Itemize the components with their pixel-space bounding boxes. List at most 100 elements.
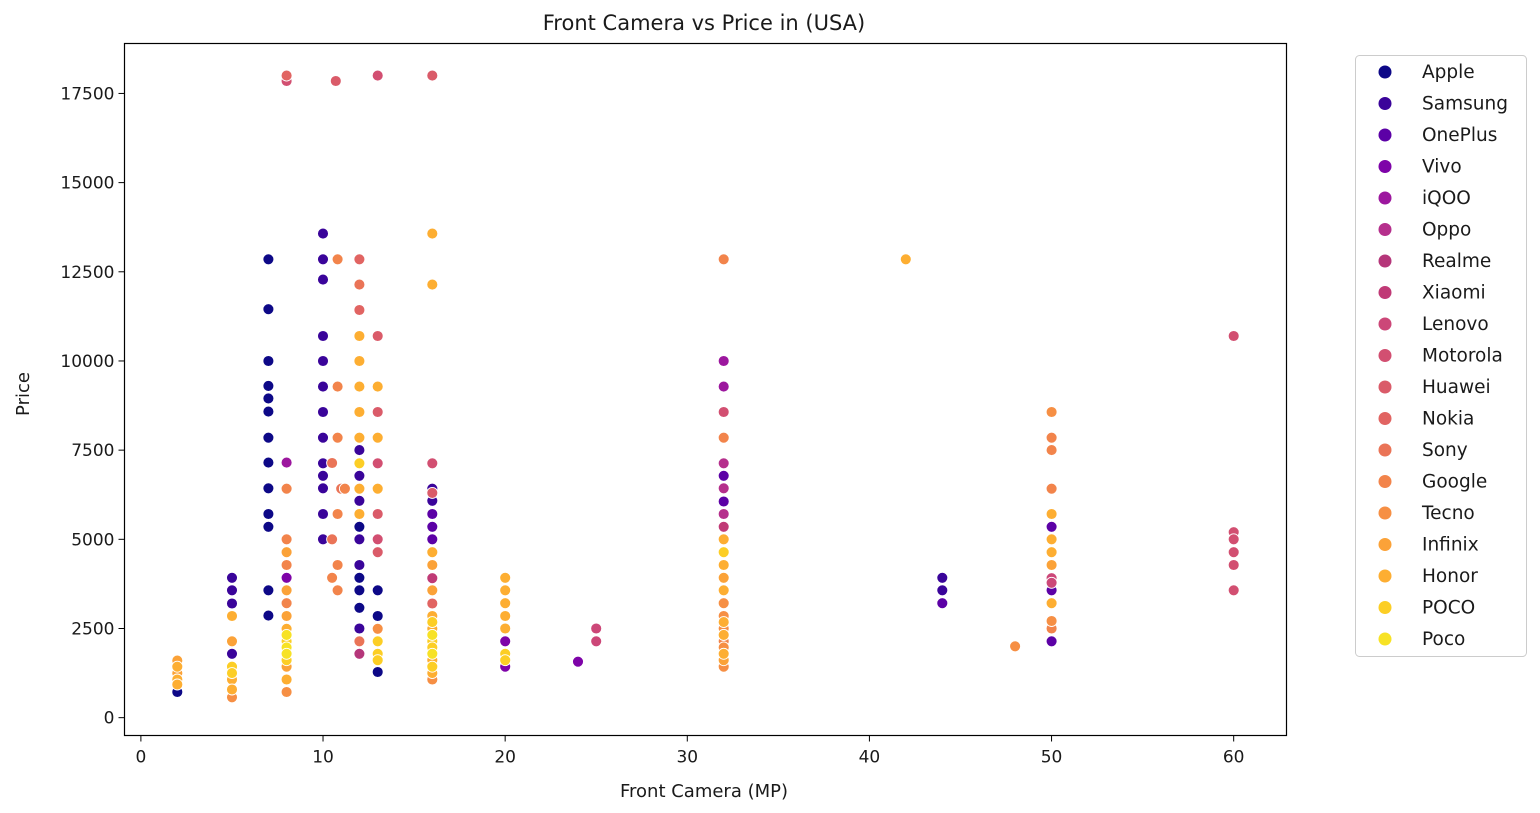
- x-tick-label: 50: [1041, 748, 1063, 768]
- legend-label: Apple: [1422, 62, 1475, 83]
- data-point-poco: [372, 655, 383, 666]
- data-point-honor: [372, 432, 383, 443]
- data-point-google: [281, 560, 292, 571]
- y-tick-label: 5000: [71, 530, 114, 550]
- data-point-samsung: [227, 585, 238, 596]
- data-point-huawei: [372, 407, 383, 418]
- y-axis-ticks: 0 2500 5000 7500 10000 12500 15000 17500: [60, 84, 124, 728]
- legend-marker: [1379, 412, 1392, 425]
- data-point-vivo: [500, 636, 511, 647]
- data-point-sony: [354, 279, 365, 290]
- data-point-samsung: [937, 572, 948, 583]
- data-point-honor: [500, 585, 511, 596]
- data-point-honor: [427, 228, 438, 239]
- data-point-infinix: [718, 572, 729, 583]
- legend-marker: [1379, 444, 1392, 457]
- data-points: [172, 70, 1239, 703]
- data-point-google: [718, 254, 729, 265]
- data-point-apple: [263, 406, 274, 417]
- legend-label: Xiaomi: [1422, 283, 1486, 304]
- data-point-nokia: [354, 305, 365, 316]
- data-point-tecno: [372, 623, 383, 634]
- data-point-xiaomi: [427, 573, 438, 584]
- data-point-honor: [500, 598, 511, 609]
- data-point-infinix: [281, 547, 292, 558]
- data-point-poco: [227, 668, 238, 679]
- y-tick-label: 12500: [60, 263, 114, 283]
- data-point-honor: [354, 356, 365, 367]
- legend-marker: [1379, 286, 1392, 299]
- data-point-apple: [263, 380, 274, 391]
- data-point-google: [332, 381, 343, 392]
- data-point-honor: [427, 279, 438, 290]
- data-point-apple: [263, 585, 274, 596]
- x-tick-label: 30: [676, 748, 698, 768]
- data-point-apple: [263, 356, 274, 367]
- y-tick-label: 0: [104, 709, 115, 729]
- data-point-poco: [500, 655, 511, 666]
- legend-label: Lenovo: [1422, 314, 1489, 335]
- legend-label: Motorola: [1422, 346, 1503, 367]
- legend-label: Vivo: [1422, 157, 1462, 178]
- data-point-motorola: [718, 407, 729, 418]
- data-point-samsung: [227, 572, 238, 583]
- legend-marker: [1379, 160, 1392, 173]
- legend-marker: [1379, 66, 1392, 79]
- data-point-apple: [263, 432, 274, 443]
- data-point-huawei: [330, 76, 341, 87]
- data-point-honor: [354, 407, 365, 418]
- legend-marker: [1379, 538, 1392, 551]
- x-tick-label: 40: [859, 748, 881, 768]
- data-point-google: [339, 483, 350, 494]
- data-point-tecno: [718, 598, 729, 609]
- data-point-infinix: [427, 560, 438, 571]
- data-point-apple: [263, 393, 274, 404]
- legend-marker: [1379, 318, 1392, 331]
- data-point-samsung: [354, 470, 365, 481]
- data-point-lenovo: [591, 636, 602, 647]
- data-point-apple: [263, 509, 274, 520]
- data-point-honor: [354, 509, 365, 520]
- legend-label: Poco: [1422, 629, 1465, 650]
- data-point-poco: [427, 617, 438, 628]
- legend-label: Nokia: [1422, 409, 1474, 430]
- legend-label: Google: [1422, 472, 1487, 493]
- data-point-lenovo: [591, 623, 602, 634]
- data-point-huawei: [372, 331, 383, 342]
- data-point-samsung: [318, 254, 329, 265]
- data-point-samsung: [318, 356, 329, 367]
- legend-marker: [1379, 97, 1392, 110]
- data-point-apple: [263, 521, 274, 532]
- data-point-google: [1046, 432, 1057, 443]
- data-point-google: [332, 560, 343, 571]
- data-point-samsung: [318, 470, 329, 481]
- legend-marker: [1379, 255, 1392, 268]
- legend-marker: [1379, 223, 1392, 236]
- data-point-lenovo: [1046, 577, 1057, 588]
- data-point-samsung: [937, 585, 948, 596]
- data-point-motorola: [1228, 585, 1239, 596]
- legend-marker: [1379, 633, 1392, 646]
- x-tick-label: 60: [1223, 748, 1245, 768]
- data-point-google: [718, 432, 729, 443]
- data-point-honor: [427, 547, 438, 558]
- data-point-poco: [354, 458, 365, 469]
- data-point-google: [281, 534, 292, 545]
- data-point-vivo: [573, 656, 584, 667]
- data-point-honor: [172, 679, 183, 690]
- data-point-poco: [372, 636, 383, 647]
- data-point-oppo: [718, 458, 729, 469]
- legend-label: Infinix: [1422, 535, 1479, 556]
- data-point-tecno: [1046, 407, 1057, 418]
- data-point-google: [281, 598, 292, 609]
- data-point-google: [332, 432, 343, 443]
- data-point-honor: [372, 381, 383, 392]
- legend-marker: [1379, 192, 1392, 205]
- data-point-poco: [427, 629, 438, 640]
- data-point-samsung: [318, 509, 329, 520]
- data-point-google: [1046, 445, 1057, 456]
- data-point-motorola: [372, 458, 383, 469]
- data-point-honor: [354, 381, 365, 392]
- y-tick-label: 10000: [60, 352, 114, 372]
- data-point-motorola: [427, 458, 438, 469]
